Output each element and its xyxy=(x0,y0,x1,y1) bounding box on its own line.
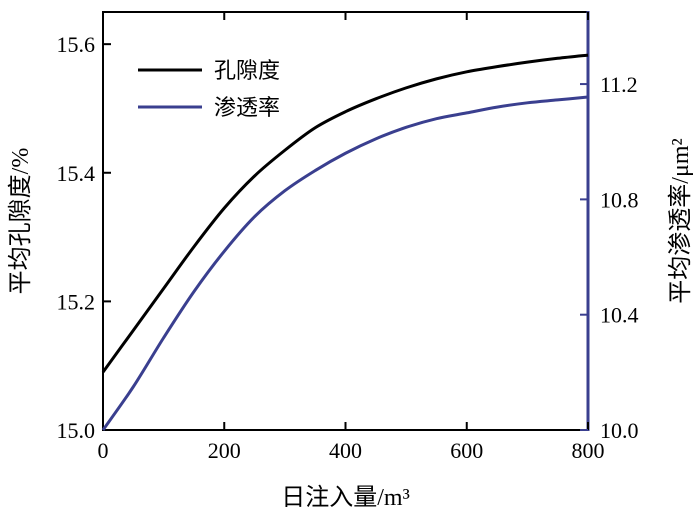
x-tick-label: 800 xyxy=(572,438,605,463)
x-tick-label: 200 xyxy=(208,438,241,463)
legend: 孔隙度 渗透率 xyxy=(138,58,280,120)
y-right-tick-label: 11.2 xyxy=(600,72,638,97)
x-tick-label: 0 xyxy=(98,438,109,463)
y-axis-right-title: 平均渗透率/μm² xyxy=(667,138,694,303)
axis-tick-labels: 0 200 400 600 800 15.0 15.2 15.4 15.6 10.0 10.4 10.… xyxy=(57,32,639,463)
x-tick-label: 600 xyxy=(450,438,483,463)
y-left-tick-label: 15.0 xyxy=(57,418,96,443)
y-right-tick-label: 10.4 xyxy=(600,303,639,328)
x-tick-label: 400 xyxy=(329,438,362,463)
legend-label-permeability: 渗透率 xyxy=(214,95,280,120)
legend-label-porosity: 孔隙度 xyxy=(214,58,280,83)
series-line-permeability xyxy=(101,95,589,431)
y-left-tick-label: 15.4 xyxy=(57,161,96,186)
y-right-tick-label: 10.0 xyxy=(600,418,639,443)
plot-frame xyxy=(102,11,589,431)
y-left-tick-label: 15.2 xyxy=(57,289,96,314)
y-left-tick-label: 15.6 xyxy=(57,32,96,57)
y-axis-left-title: 平均孔隙度/% xyxy=(7,148,34,295)
axis-ticks xyxy=(102,12,589,431)
x-axis-title: 日注入量/m³ xyxy=(281,484,410,511)
series-lines xyxy=(101,53,589,431)
series-line-porosity xyxy=(101,53,589,374)
y-right-tick-label: 10.8 xyxy=(600,187,639,212)
